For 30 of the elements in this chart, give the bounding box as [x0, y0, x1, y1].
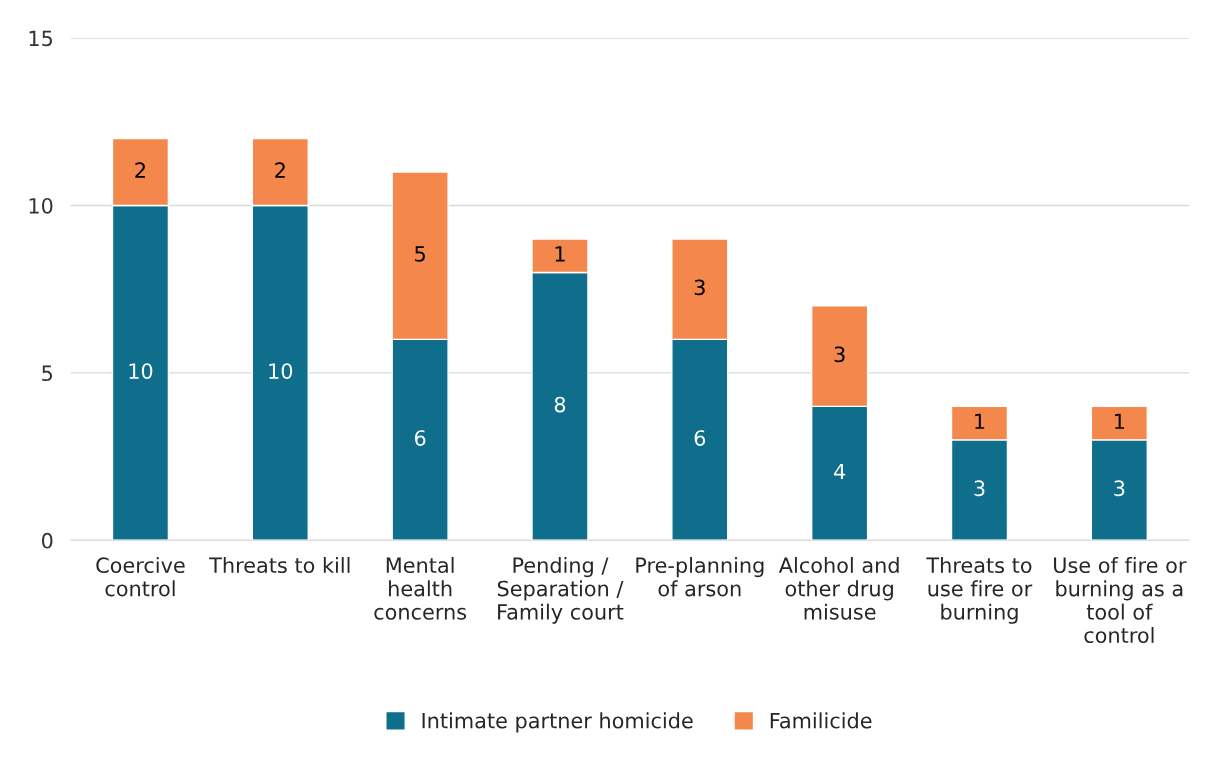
x-tick-label: Alcohol and other drug misuse: [778, 556, 899, 620]
data-label: 6: [414, 430, 426, 446]
data-label: 3: [834, 346, 845, 363]
y-tick-label: 15: [29, 30, 53, 47]
x-tick-label: Pending / Separation / Family court: [497, 556, 624, 624]
data-label: 1: [555, 246, 565, 262]
legend-label: Intimate partner homicide: [422, 712, 693, 733]
y-tick-label: 0: [41, 532, 53, 549]
data-label: 8: [554, 396, 566, 413]
data-label: 2: [275, 162, 285, 178]
x-tick-label: Use of fire or burning as a tool of control: [1054, 556, 1187, 644]
x-tick-label: Pre-planning of arson: [636, 556, 764, 597]
data-label: 10: [269, 363, 293, 379]
legend-label: Familicide: [770, 712, 872, 729]
y-tick-label: 10: [29, 197, 53, 214]
data-label: 5: [415, 246, 425, 262]
data-label: 1: [975, 413, 985, 429]
x-tick-label: Coercive control: [96, 556, 185, 597]
data-label: 6: [694, 430, 706, 446]
y-tick-label: 5: [42, 365, 53, 382]
data-label: 4: [834, 463, 846, 480]
data-label: 2: [135, 162, 145, 178]
data-label: 3: [974, 480, 985, 497]
x-tick-label: Threats to kill: [209, 556, 350, 574]
data-label: 3: [1114, 480, 1125, 497]
x-tick-label: Threats to use fire or burning: [926, 556, 1033, 624]
x-tick-label: Mental health concerns: [374, 556, 467, 620]
data-label: 3: [694, 279, 705, 296]
data-label: 10: [129, 363, 153, 379]
data-label: 1: [1114, 413, 1125, 429]
